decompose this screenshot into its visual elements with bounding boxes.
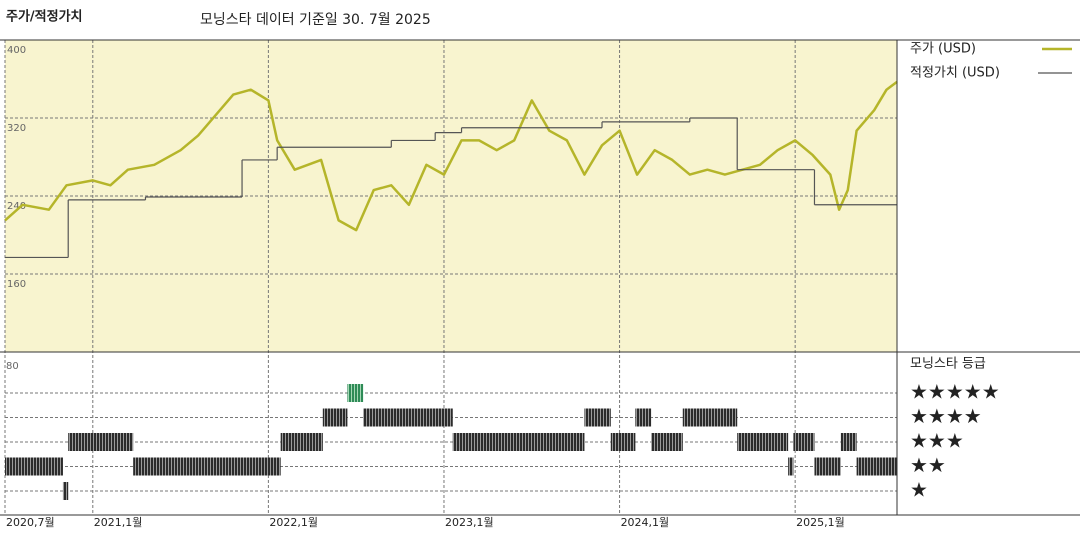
- rating-bar: [814, 457, 841, 476]
- corner-label: 80: [6, 361, 19, 372]
- rating-bar: [610, 433, 636, 451]
- legend-label: 적정가치 (USD): [910, 66, 1000, 81]
- x-tick-label: 2022,1월: [269, 516, 318, 529]
- rating-bar: [635, 408, 652, 427]
- rating-bar: [62, 482, 69, 500]
- rating-bar: [793, 433, 815, 451]
- chart-subtitle: 모닝스타 데이터 기준일 30. 7월 2025: [200, 12, 431, 28]
- x-tick-label: 2020,7월: [6, 516, 55, 529]
- rating-legend: ★★★: [910, 429, 964, 453]
- rating-bar: [651, 433, 683, 451]
- rating-legend: ★: [910, 478, 928, 502]
- rating-title: 모닝스타 등급: [910, 357, 986, 372]
- x-tick-label: 2021,1월: [94, 516, 143, 529]
- y-tick-label: 400: [7, 45, 26, 56]
- rating-bar: [133, 457, 281, 476]
- rating-bar: [347, 384, 364, 402]
- rating-legend: ★★★★★: [910, 380, 1000, 404]
- rating-bar: [788, 457, 794, 476]
- y-tick-label: 320: [7, 123, 26, 134]
- x-tick-label: 2023,1월: [445, 516, 494, 529]
- price-line: [4, 80, 898, 232]
- rating-bar: [452, 433, 585, 451]
- legend-label: 주가 (USD): [910, 42, 976, 57]
- y-tick-label: 240: [7, 201, 26, 212]
- x-tick-label: 2024,1월: [621, 516, 670, 529]
- rating-bar: [840, 433, 857, 451]
- rating-bar: [68, 433, 134, 451]
- rating-bar: [363, 408, 453, 427]
- rating-bar: [584, 408, 611, 427]
- rating-legend: ★★: [910, 453, 946, 477]
- rating-bar: [280, 433, 323, 451]
- rating-bar: [5, 457, 63, 476]
- rating-bar: [322, 408, 348, 427]
- x-tick-label: 2025,1월: [796, 516, 845, 529]
- y-tick-label: 160: [7, 279, 26, 290]
- rating-legend: ★★★★: [910, 404, 982, 428]
- rating-bar: [682, 408, 738, 427]
- rating-bar: [856, 457, 897, 476]
- rating-bar: [737, 433, 789, 451]
- chart-title: 주가/적정가치: [6, 9, 83, 25]
- plot-layer: 2020,7월 2021,1월 2022,1월 2023,1월 2024,1월 2025,…: [4, 39, 1000, 529]
